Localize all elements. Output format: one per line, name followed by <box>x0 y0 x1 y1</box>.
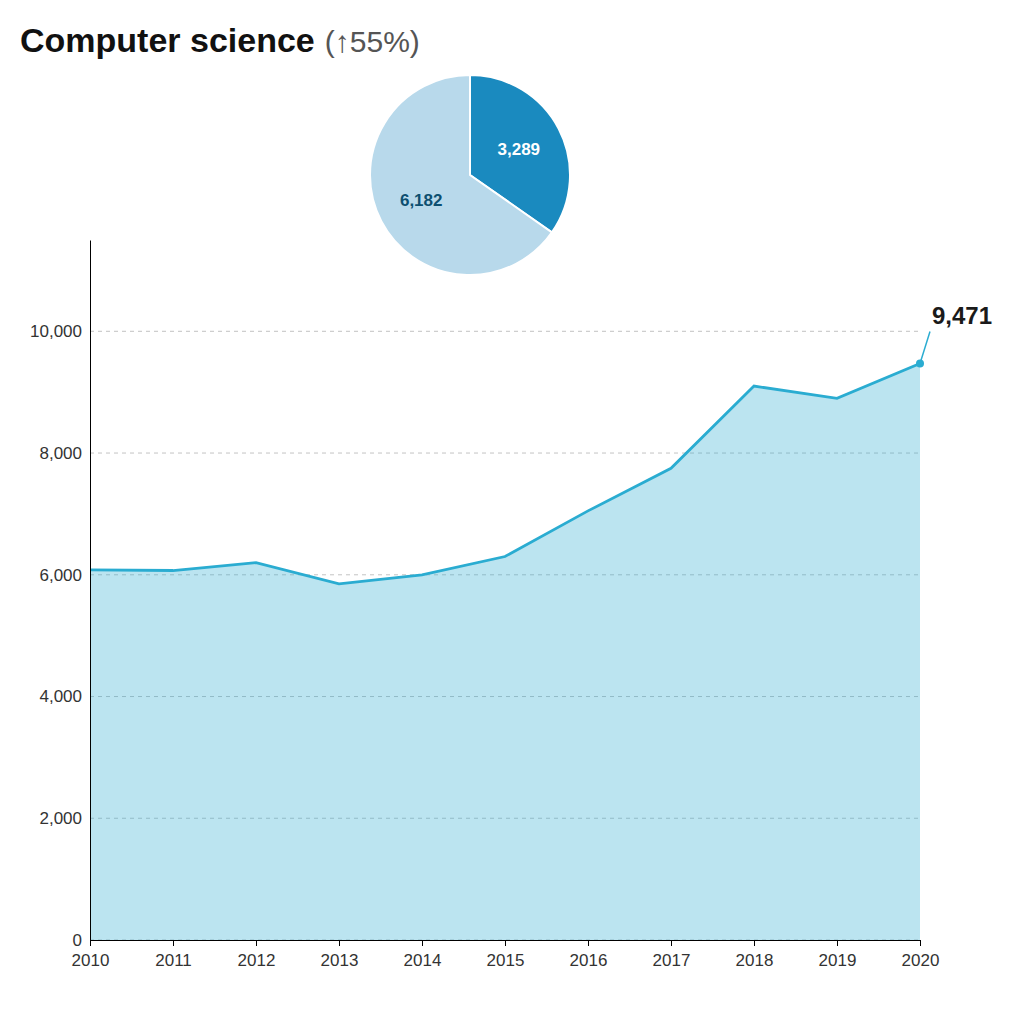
x-axis: 2010 2011 2012 2013 2014 2015 2016 2017 2018 2019… <box>72 940 940 970</box>
y-tick: 4,000 <box>39 687 90 706</box>
x-tick-mark <box>339 940 340 946</box>
x-tick-mark <box>671 940 672 946</box>
x-tick: 2017 <box>653 940 691 970</box>
y-tick: 10,000 <box>30 322 90 341</box>
y-tick: 6,000 <box>39 566 90 585</box>
title-sub: (↑55%) <box>325 25 420 58</box>
pie-label: 3,289 <box>498 140 541 159</box>
x-tick-label: 2019 <box>819 951 857 970</box>
x-tick: 2018 <box>736 940 774 970</box>
annotation-point <box>916 360 924 368</box>
x-tick: 2010 <box>72 940 110 970</box>
x-tick: 2020 <box>902 940 940 970</box>
x-tick: 2012 <box>238 940 276 970</box>
y-tick: 8,000 <box>39 444 90 463</box>
x-tick: 2016 <box>570 940 608 970</box>
pie-slice <box>370 75 552 275</box>
title-main: Computer science <box>20 21 315 59</box>
x-tick: 2014 <box>404 940 442 970</box>
x-tick-mark <box>754 940 755 946</box>
x-tick-label: 2015 <box>487 951 525 970</box>
line <box>90 364 920 584</box>
pie-label: 6,182 <box>400 191 443 210</box>
grid-line <box>90 331 920 332</box>
grid <box>90 331 920 940</box>
x-tick-label: 2016 <box>570 951 608 970</box>
y-axis: 0 2,000 4,000 6,000 8,000 10,000 <box>30 241 91 950</box>
x-tick-label: 2018 <box>736 951 774 970</box>
x-tick-mark <box>837 940 838 946</box>
y-tick: 2,000 <box>39 809 90 828</box>
y-tick-label: 6,000 <box>39 566 82 585</box>
y-axis-line <box>90 241 91 941</box>
annotation-leader <box>920 332 930 364</box>
x-tick-label: 2014 <box>404 951 442 970</box>
y-tick-label: 8,000 <box>39 444 82 463</box>
x-tick-mark <box>920 940 921 946</box>
title: Computer science (↑55%) <box>20 21 420 59</box>
x-tick-mark <box>90 940 91 946</box>
x-tick-label: 2017 <box>653 951 691 970</box>
y-tick-label: 4,000 <box>39 687 82 706</box>
x-tick-mark <box>422 940 423 946</box>
y-tick: 0 <box>73 931 90 950</box>
x-tick-label: 2010 <box>72 951 110 970</box>
chart-root: Computer science (↑55%) 0 2,000 4,000 6,000 8,… <box>0 0 1022 1024</box>
y-tick-label: 10,000 <box>30 322 82 341</box>
x-axis-line <box>91 941 921 947</box>
x-tick-label: 2020 <box>902 951 940 970</box>
y-tick-label: 2,000 <box>39 809 82 828</box>
x-tick: 2013 <box>321 940 359 970</box>
x-tick-label: 2011 <box>155 951 192 970</box>
x-tick-label: 2013 <box>321 951 359 970</box>
x-tick-mark <box>256 940 257 946</box>
x-tick: 2019 <box>819 940 857 970</box>
marks <box>90 364 920 940</box>
x-tick-mark <box>173 940 174 946</box>
pie: 3,289 6,182 <box>370 75 570 275</box>
x-tick-mark <box>505 940 506 946</box>
y-tick-label: 0 <box>73 931 82 950</box>
x-tick: 2015 <box>487 940 525 970</box>
plot: 02,0004,0006,0008,00010,0002010201120122… <box>30 241 992 971</box>
x-tick-mark <box>588 940 589 946</box>
annotation: 9,471 <box>932 302 992 329</box>
x-tick: 2011 <box>155 940 192 970</box>
area <box>90 364 920 940</box>
x-tick-label: 2012 <box>238 951 276 970</box>
